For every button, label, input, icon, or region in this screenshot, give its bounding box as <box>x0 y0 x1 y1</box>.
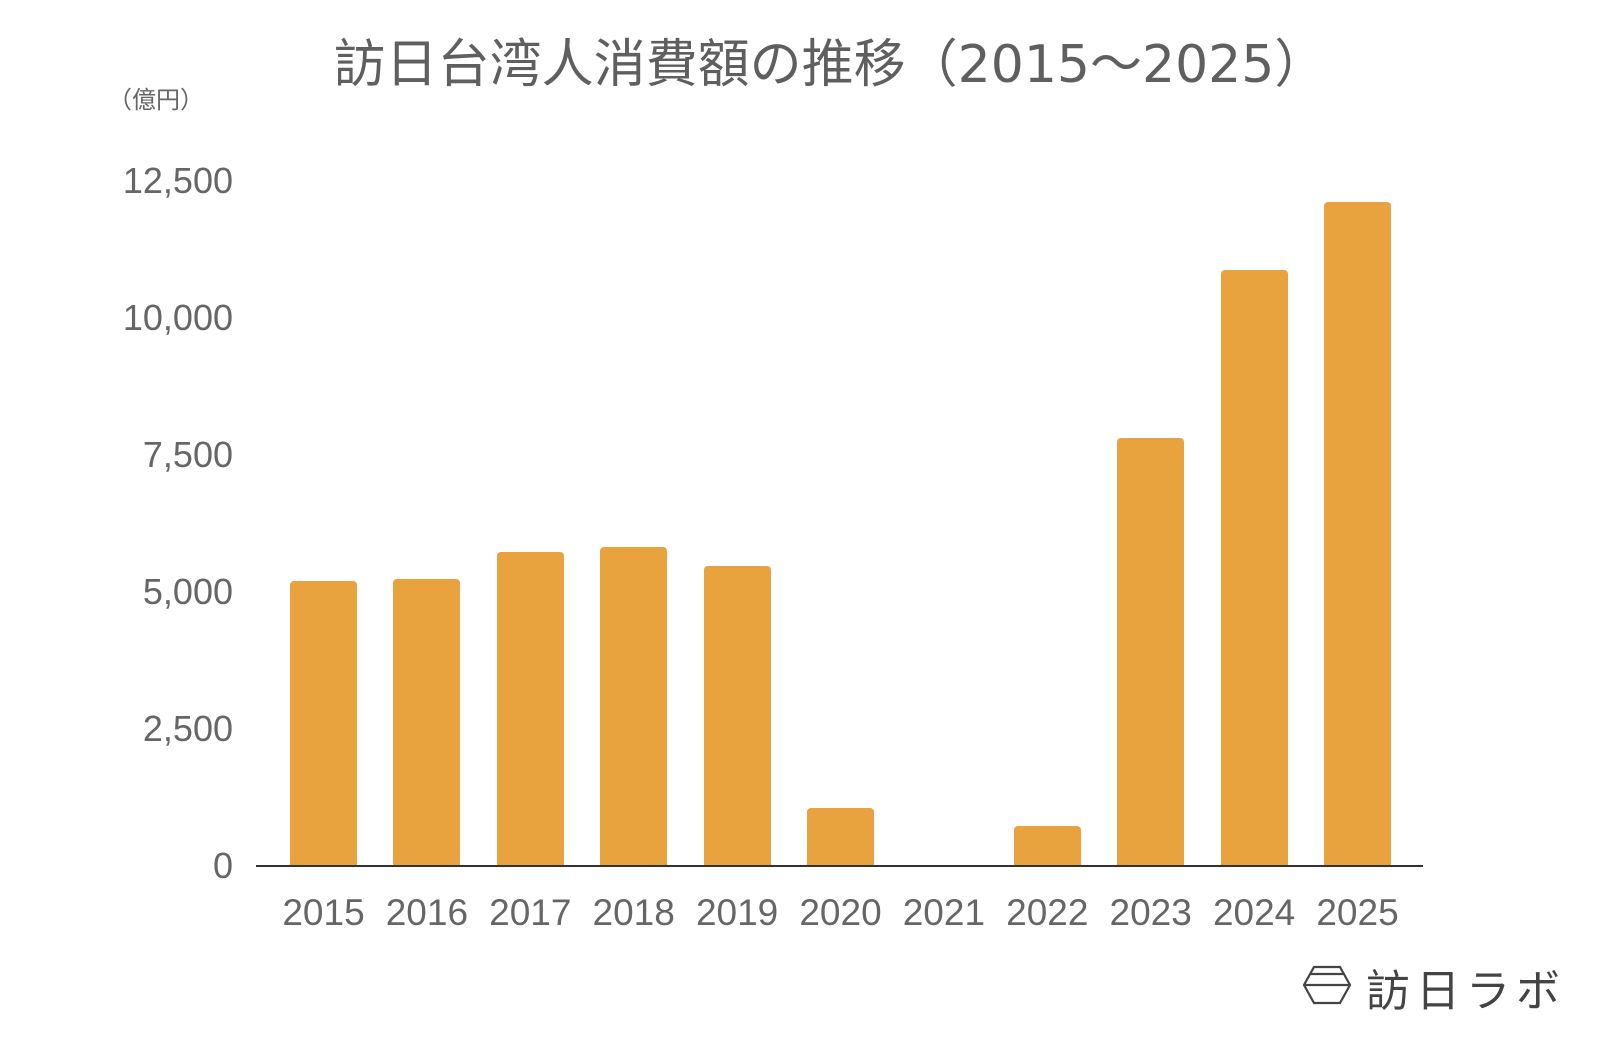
hexagon-bowl-logo-icon <box>1302 964 1352 1011</box>
bar-2024 <box>1220 269 1288 866</box>
y-tick-label: 10,000 <box>122 297 233 338</box>
x-tick-label: 2015 <box>282 892 365 933</box>
x-tick-label: 2023 <box>1109 892 1192 933</box>
x-axis-line <box>256 865 1423 867</box>
x-tick-label: 2018 <box>592 892 675 933</box>
x-tick-label: 2025 <box>1316 892 1399 933</box>
x-tick-label: 2020 <box>799 892 882 933</box>
bar-2015 <box>290 581 357 866</box>
bar-2016 <box>393 578 461 866</box>
y-tick-label: 5,000 <box>142 571 233 612</box>
bar-2019 <box>703 566 771 866</box>
x-tick-label: 2019 <box>695 892 779 933</box>
x-tick-label: 2016 <box>385 892 469 933</box>
bar-2020 <box>807 807 874 866</box>
bar-2022 <box>1013 826 1081 866</box>
x-tick-label: 2024 <box>1212 892 1296 933</box>
bar-2017 <box>496 552 564 866</box>
x-tick-label: 2017 <box>489 892 572 933</box>
y-tick-label: 2,500 <box>142 708 233 749</box>
y-axis-unit-label: （億円） <box>108 86 204 114</box>
chart-title: 訪日台湾人消費額の推移（2015〜2025） <box>333 35 1327 95</box>
x-tick-label: 2021 <box>902 892 986 933</box>
brand-logo: 訪日ラボ <box>1302 960 1566 1017</box>
y-tick-label: 12,500 <box>122 160 233 201</box>
bar-2023 <box>1117 438 1185 866</box>
brand-logo-text: 訪日ラボ <box>1366 966 1566 1017</box>
y-tick-label: 0 <box>212 845 233 886</box>
y-tick-label: 7,500 <box>142 434 233 475</box>
bar-2018 <box>600 547 668 866</box>
x-tick-label: 2022 <box>1006 892 1089 933</box>
plot-area <box>256 0 1423 866</box>
bar-2025 <box>1324 201 1391 866</box>
